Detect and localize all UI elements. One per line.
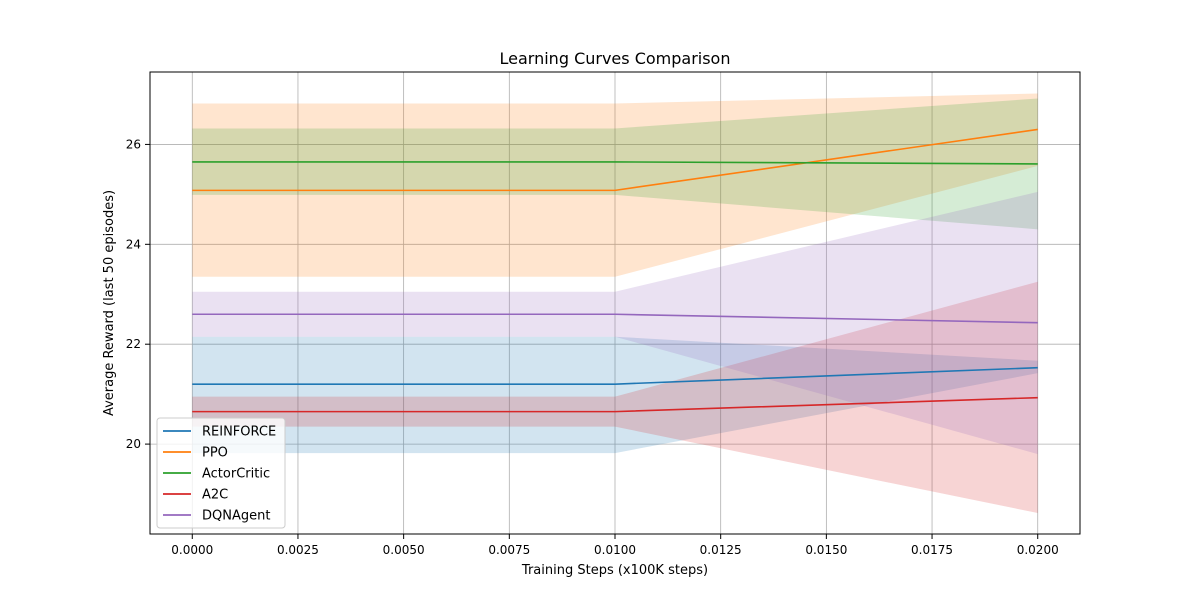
legend-label-reinforce: REINFORCE: [202, 425, 276, 440]
legend-items: REINFORCE PPO ActorCritic A2C DQNAgent: [163, 425, 276, 524]
x-tick-label: 0.0000: [171, 543, 213, 557]
x-tick-label: 0.0075: [488, 543, 530, 557]
line-ppo: [192, 128, 1038, 192]
x-axis-ticks: 0.0000 0.0025 0.0050 0.0075 0.0100 0.0125 0.01…: [171, 534, 1059, 557]
line-actorcritic: [192, 161, 1038, 165]
legend-label-a2c: A2C: [202, 488, 228, 503]
y-tick-label: 26: [126, 137, 141, 151]
grid: [150, 72, 1080, 534]
y-tick-label: 24: [126, 237, 141, 251]
y-axis-label: Average Reward (last 50 episodes): [102, 190, 117, 416]
x-tick-label: 0.0200: [1017, 543, 1059, 557]
legend-label-dqnagent: DQNAgent: [202, 509, 270, 524]
legend-label-ppo: PPO: [202, 446, 228, 461]
band-a2c: [192, 281, 1038, 514]
x-tick-label: 0.0125: [700, 543, 742, 557]
legend-label-actorcritic: ActorCritic: [202, 467, 270, 482]
line-dqnagent: [192, 313, 1038, 324]
confidence-bands: [192, 93, 1038, 514]
x-tick-label: 0.0025: [277, 543, 319, 557]
x-axis-label: Training Steps (x100K steps): [521, 563, 708, 578]
x-tick-label: 0.0100: [594, 543, 636, 557]
band-ppo: [192, 93, 1038, 277]
legend: REINFORCE PPO ActorCritic A2C DQNAgent: [156, 417, 286, 529]
y-tick-label: 22: [126, 337, 141, 351]
line-reinforce: [192, 366, 1038, 385]
band-dqnagent: [192, 191, 1038, 455]
x-tick-label: 0.0150: [805, 543, 847, 557]
chart-title: Learning Curves Comparison: [500, 49, 731, 68]
line-a2c: [192, 396, 1038, 413]
band-reinforce: [192, 336, 1038, 454]
x-tick-label: 0.0175: [911, 543, 953, 557]
band-actorcritic: [192, 98, 1038, 230]
y-tick-label: 20: [126, 437, 141, 451]
legend-box: [156, 417, 286, 529]
series-lines: [192, 128, 1038, 413]
x-tick-label: 0.0050: [383, 543, 425, 557]
y-axis-ticks: 20 22 24 26: [126, 137, 150, 451]
